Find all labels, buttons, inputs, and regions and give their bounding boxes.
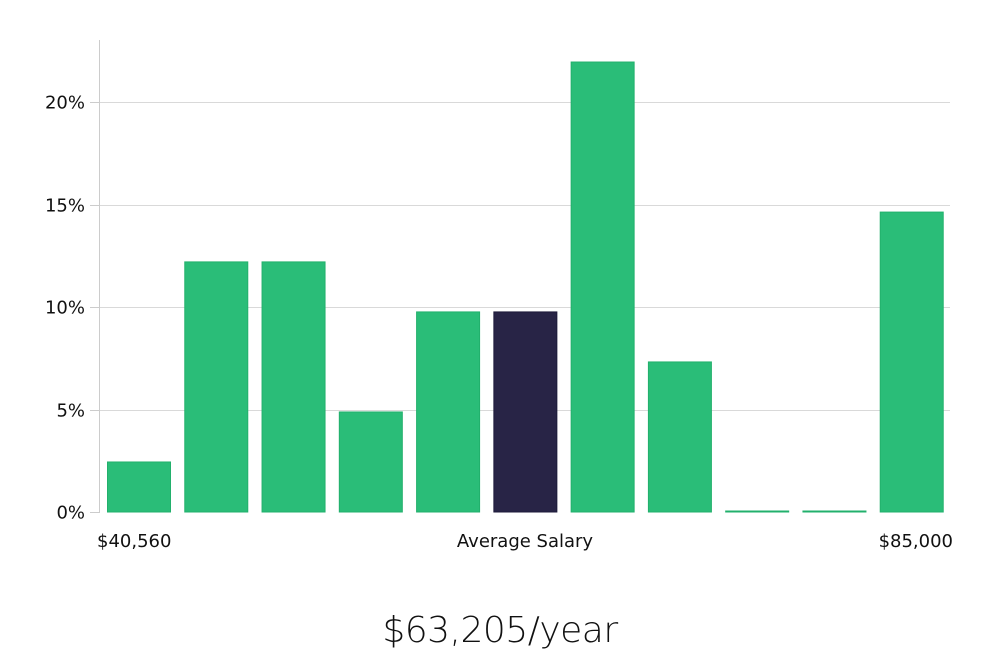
x-min-label: $40,560	[97, 531, 171, 552]
y-tick-label: 10%	[45, 298, 85, 319]
bar	[647, 361, 712, 513]
y-tick-label: 0%	[56, 503, 85, 524]
bars	[107, 61, 944, 513]
bar	[261, 261, 326, 513]
bar	[107, 461, 171, 513]
bar	[725, 510, 790, 513]
bar-average-salary	[493, 311, 558, 513]
bar	[879, 211, 944, 513]
average-salary-value: $63,205/year	[382, 610, 618, 651]
y-ticks: 0% 5% 10% 15% 20%	[45, 93, 100, 524]
x-max-label: $85,000	[879, 531, 953, 552]
y-tick-label: 15%	[45, 196, 85, 217]
y-tick-label: 5%	[56, 401, 85, 422]
y-tick-label: 20%	[45, 93, 85, 114]
bar	[338, 411, 403, 513]
bar	[416, 311, 481, 513]
bar	[802, 510, 867, 513]
bar	[570, 61, 635, 513]
bar	[184, 261, 249, 513]
x-axis-label: Average Salary	[457, 531, 594, 552]
salary-histogram: 0% 5% 10% 15% 20% $40,560 Average Salary $85…	[45, 40, 953, 552]
